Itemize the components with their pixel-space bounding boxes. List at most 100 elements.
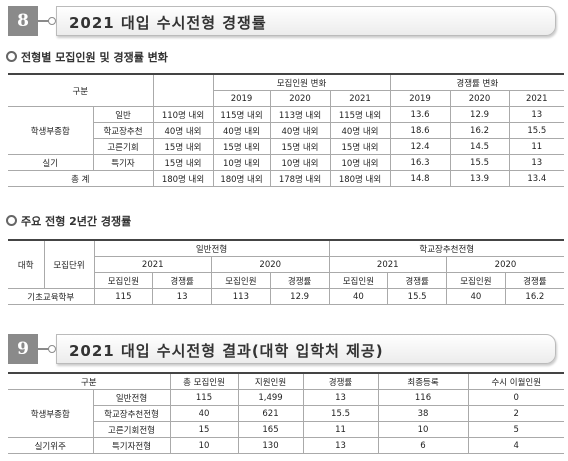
table-cell: 40명 내외 [212,122,271,139]
table-cell: 특기자전형 [92,437,171,454]
header-cell: 지원인원 [237,372,304,390]
table-cell: 5 [467,421,565,438]
table-cell: 실기위주 [8,437,94,454]
header-cell: 구분 [8,372,171,390]
table-cell: 14.8 [389,170,451,187]
table-cell: 621 [237,405,304,422]
header-cell: 최종등록 [377,372,469,390]
table-cell: 113 [211,288,271,305]
table-cell: 40명 내외 [152,122,214,139]
table-cell: 고른기회전형 [93,421,171,438]
section-number: 8 [8,6,38,36]
header-cell: 일반전형 [93,239,330,257]
header-cell: 경쟁률 [387,272,447,289]
table-cell: 115 [169,389,239,406]
table-cell: 11 [302,421,379,438]
table-cell: 13.6 [389,106,451,123]
table-cell: 13 [508,154,565,171]
section-header: 9 2021 대입 수시전형 결과(대학 입학처 제공) [8,334,556,364]
subtitle: 주요 전형 2년간 경쟁률 [6,213,131,229]
table-cell: 115명 내외 [212,106,271,123]
table-cell: 고른기회 [93,138,154,155]
table-cell: 15 [169,421,239,438]
table-cell: 13.4 [508,170,565,187]
table-cell: 13 [508,106,565,123]
table-cell: 115 [93,288,154,305]
table-cell: 15.5 [302,405,379,422]
header-cell: 대학 [8,239,45,289]
section-title: 2021 대입 수시전형 경쟁률 [69,14,267,32]
table-row: 기초교육학부 115 13 113 12.9 40 15.5 40 16.2 [8,288,564,305]
table-cell: 1,499 [237,389,304,406]
table-cell: 130 [237,437,304,454]
section-number: 9 [8,334,38,364]
table-cell: 학교장추천전형 [93,405,171,422]
table-row: 구분 총 모집인원 지원인원 경쟁률 최종등록 수시 이월인원 [8,372,565,390]
connector-dot [48,17,56,25]
table-row: 학교장추천 40명 내외 40명 내외 40명 내외 40명 내외 18.6 16.2 15.… [8,122,565,139]
table-cell: 15.5 [508,122,565,139]
title-box: 2021 대입 수시전형 경쟁률 [56,6,556,36]
table-cell: 15명 내외 [269,138,331,155]
table-cell: 178명 내외 [269,170,331,187]
header-cell [152,73,214,107]
table-cell: 13 [152,288,212,305]
header-cell: 2021 [328,256,447,273]
header-cell: 경쟁률 변화 [389,73,565,91]
header-cell: 경쟁률 [152,272,212,289]
header-cell: 구분 [8,73,154,107]
table-cell: 13.9 [449,170,510,187]
table-cell: 40 [169,405,239,422]
header-cell: 2020 [269,90,331,107]
table-cell: 실기 [8,154,94,171]
table-cell: 16.2 [449,122,510,139]
table-cell: 15명 내외 [212,138,271,155]
table-cell: 특기자 [92,154,154,171]
header-cell: 수시 이월인원 [467,372,565,390]
subtitle-text: 전형별 모집인원 및 경쟁률 변화 [21,51,168,64]
connector [38,348,52,350]
table-cell: 일반전형 [92,389,171,406]
table-cell: 40 [328,288,389,305]
table-cell: 14.5 [449,138,510,155]
table: 구분 모집인원 변화 경쟁률 변화 2019 2020 2021 2019 2020 2021 학… [8,73,565,187]
header-cell: 2021 [329,90,391,107]
bullet [6,215,17,226]
table-row: 고른기회 15명 내외 15명 내외 15명 내외 15명 내외 12.4 14.5 11 [8,138,565,155]
table-cell: 13 [302,389,379,406]
header-cell: 2020 [449,90,510,107]
header-cell: 모집단위 [43,239,95,289]
header-cell: 학교장추천전형 [328,239,564,257]
table-row: 학교장추천전형 40 621 15.5 38 2 [8,405,565,422]
table-cell: 학교장추천 [93,122,154,139]
table-cell: 10명 내외 [329,154,391,171]
header-cell: 2021 [94,256,212,273]
table-cell: 10 [169,437,239,454]
header-cell: 모집인원 [328,272,389,289]
table: 대학 모집단위 일반전형 학교장추천전형 2021 2020 2021 2020 모집인원 경쟁률… [8,239,564,305]
table-cell: 40 [446,288,506,305]
table-row: 총 계 180명 내외 180명 내외 178명 내외 180명 내외 14.8 13.9 1… [8,170,565,187]
table-cell: 15명 내외 [329,138,391,155]
table-cell: 10명 내외 [212,154,271,171]
header-cell: 2020 [211,256,330,273]
table-cell: 학생부종합 [8,106,94,155]
table-row: 학생부종합 일반 110명 내외 115명 내외 113명 내외 115명 내외 13.6 1… [8,106,565,155]
header-cell: 총 모집인원 [169,372,239,390]
table-cell: 총 계 [8,170,154,187]
table-cell: 15.5 [449,154,510,171]
table-cell: 12.9 [449,106,510,123]
table-cell: 10 [377,421,469,438]
table-cell: 116 [377,389,469,406]
table-cell: 12.4 [389,138,451,155]
table-cell: 10명 내외 [269,154,331,171]
table: 구분 총 모집인원 지원인원 경쟁률 최종등록 수시 이월인원 학생부종합 일반전형 115 1,… [8,372,565,454]
table-row: 실기 특기자 15명 내외 10명 내외 10명 내외 10명 내외 16.3 15.5 13 [8,154,565,171]
table-cell: 16.2 [504,288,564,305]
table-row: 2021 2020 2021 2020 [8,256,564,273]
table-row: 학생부종합 일반전형 115 1,499 13 116 0 [8,389,565,438]
table-cell: 0 [467,389,565,406]
table-cell: 15명 내외 [152,138,214,155]
table-cell: 180명 내외 [329,170,391,187]
